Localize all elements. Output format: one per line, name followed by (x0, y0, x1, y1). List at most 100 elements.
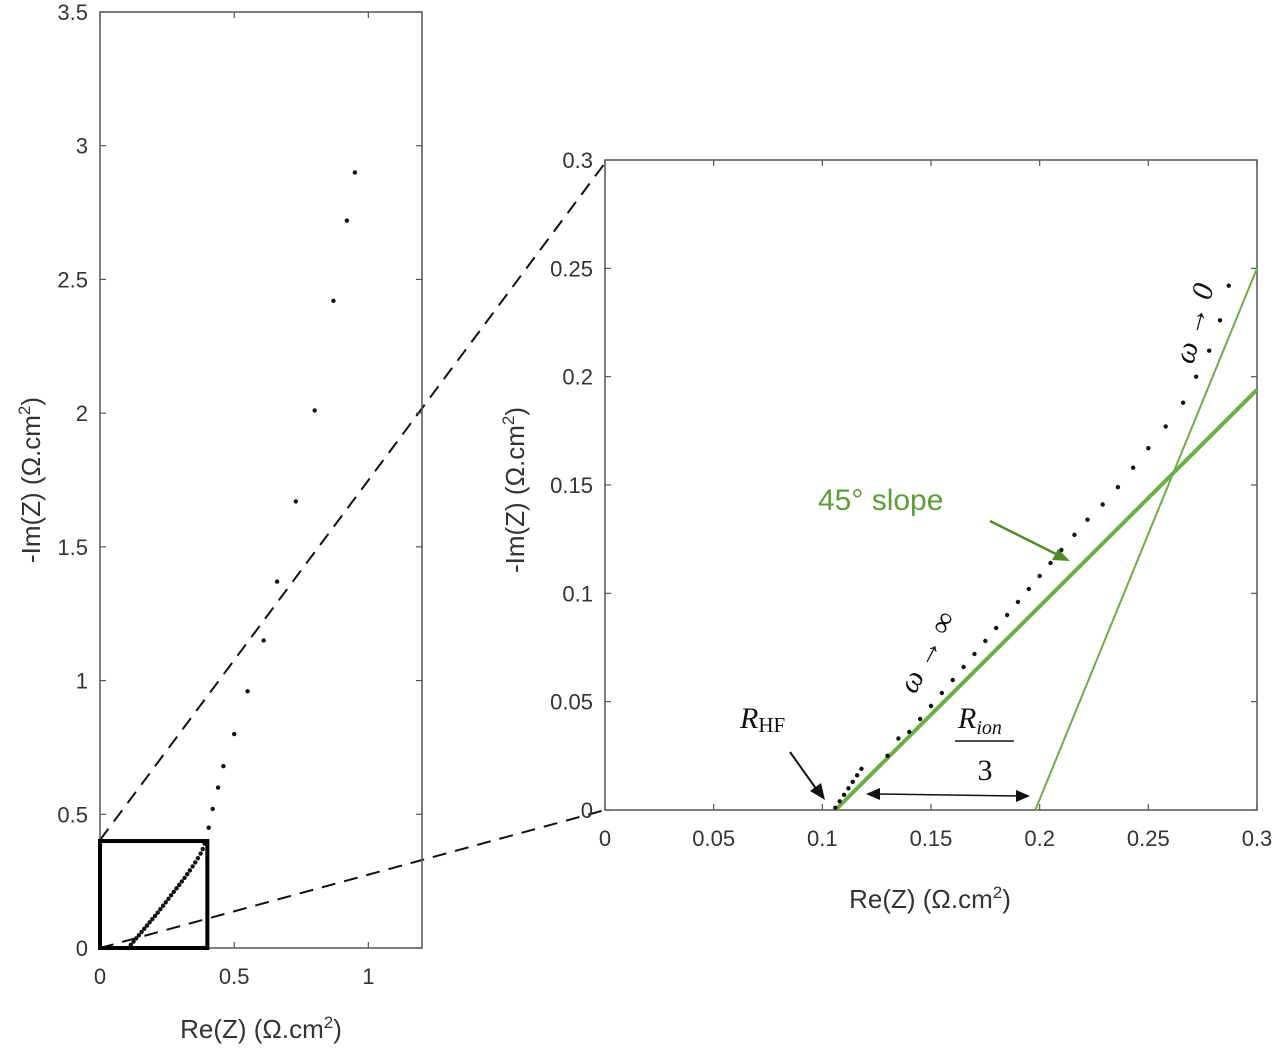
fit-line-slope45 (833, 388, 1259, 812)
data-point (1217, 318, 1223, 323)
overview-plot-frame (99, 11, 423, 949)
data-point (352, 170, 358, 175)
r-hf-arrow (789, 751, 818, 791)
y-tick-label: 1.5 (57, 535, 88, 560)
zoom-fit-lines (833, 267, 1259, 812)
data-point (187, 868, 193, 873)
y-tick-label: 0.05 (550, 690, 593, 715)
data-point (1115, 484, 1121, 490)
slope-arrow-head (1052, 549, 1070, 561)
data-point (1004, 612, 1010, 618)
x-tick-label: 1 (362, 964, 374, 989)
zoom-chart: 0 0.05 0.1 0.15 0.2 0.25 0.3 0 0.05 0.1 0.15 0.2 0.2… (499, 148, 1272, 914)
y-tick-label: 3.5 (57, 0, 88, 25)
data-point (1180, 400, 1186, 405)
data-point (1146, 445, 1151, 451)
data-point (1026, 586, 1032, 592)
omega-high-annotation: ω → ∞ (892, 605, 962, 698)
omega-low-annotation: ω → 0 (1168, 280, 1221, 367)
data-point (182, 875, 187, 881)
overview-chart: 0 0.5 1 0 0.5 1 1.5 2 2.5 3 3.5 Re(Z) (Ω.cm2) -Im(… (15, 0, 423, 1044)
y-tick-label: 0.1 (562, 581, 593, 606)
data-point (147, 920, 152, 925)
data-point (131, 939, 136, 944)
zoom-connector-bottom (99, 809, 606, 949)
x-tick-label: 0.2 (1024, 826, 1055, 851)
data-point (155, 910, 160, 915)
data-point (939, 690, 945, 696)
data-point (1059, 547, 1064, 553)
data-point (190, 864, 195, 869)
r-ion-arrow-right (1016, 790, 1030, 802)
data-point (1163, 424, 1168, 429)
data-point (928, 703, 934, 709)
data-point (168, 893, 174, 898)
data-point (245, 689, 250, 694)
x-tick-label: 0.3 (1242, 826, 1273, 851)
data-point (907, 729, 912, 735)
r-ion-numerator: Rion (957, 702, 1002, 739)
data-point (231, 731, 237, 737)
data-point (139, 929, 144, 935)
data-point (1130, 465, 1136, 470)
overview-y-axis-label: -Im(Z) (Ω.cm2) (15, 397, 46, 563)
data-point (152, 913, 158, 919)
slope-arrow (989, 519, 1061, 558)
x-tick-label: 0 (599, 826, 611, 851)
data-point (274, 579, 280, 584)
y-tick-label: 0 (581, 798, 593, 823)
data-point (198, 851, 203, 856)
data-point (854, 773, 860, 778)
data-point (1100, 502, 1105, 507)
data-point (1072, 532, 1077, 538)
data-point (215, 785, 221, 790)
data-point (1206, 348, 1212, 353)
y-tick-label: 0.15 (550, 473, 593, 498)
data-point (841, 792, 847, 798)
data-point (136, 932, 142, 938)
zoom-x-axis-label: Re(Z) (Ω.cm2) (849, 883, 1011, 914)
overview-points (125, 170, 358, 951)
y-tick-label: 3 (76, 134, 88, 159)
data-point (160, 903, 166, 908)
overview-ticks: 0 0.5 1 0 0.5 1 1.5 2 2.5 3 3.5 (57, 0, 422, 989)
data-point (142, 926, 147, 931)
data-point (961, 664, 966, 670)
zoom-y-axis-label: -Im(Z) (Ω.cm2) (499, 407, 530, 573)
data-point (134, 936, 139, 941)
data-point (331, 298, 336, 304)
zoom-connector-top (99, 162, 606, 841)
y-tick-label: 0.2 (562, 365, 593, 390)
r-ion-denominator: 3 (978, 754, 993, 787)
data-point (176, 882, 182, 888)
data-point (1048, 560, 1053, 566)
data-point (850, 779, 855, 785)
y-tick-label: 1 (76, 669, 88, 694)
data-point (195, 855, 201, 861)
data-point (312, 408, 317, 413)
x-tick-label: 0.25 (1127, 826, 1170, 851)
data-point (1193, 374, 1199, 379)
data-point (179, 879, 185, 884)
data-point (837, 799, 842, 804)
data-point (917, 716, 923, 722)
data-point (163, 900, 168, 905)
y-tick-label: 2.5 (57, 267, 88, 292)
r-hf-label: RHF (739, 702, 785, 737)
x-tick-label: 0.15 (910, 826, 953, 851)
data-point (158, 907, 163, 912)
data-point (994, 625, 999, 631)
data-point (293, 499, 299, 504)
zoom-ticks: 0 0.05 0.1 0.15 0.2 0.25 0.3 0 0.05 0.1 0.15 0.2 0.2… (550, 148, 1272, 851)
data-point (200, 846, 205, 852)
x-tick-label: 0.5 (219, 964, 250, 989)
data-point (1085, 517, 1090, 522)
zoom-region-box (98, 839, 210, 950)
r-ion-span-arrow (877, 793, 1019, 797)
x-tick-label: 0 (94, 964, 106, 989)
x-tick-label: 0.05 (692, 826, 735, 851)
data-point (1015, 599, 1021, 605)
data-point (185, 871, 190, 877)
data-point (896, 736, 901, 741)
data-point (166, 896, 171, 901)
